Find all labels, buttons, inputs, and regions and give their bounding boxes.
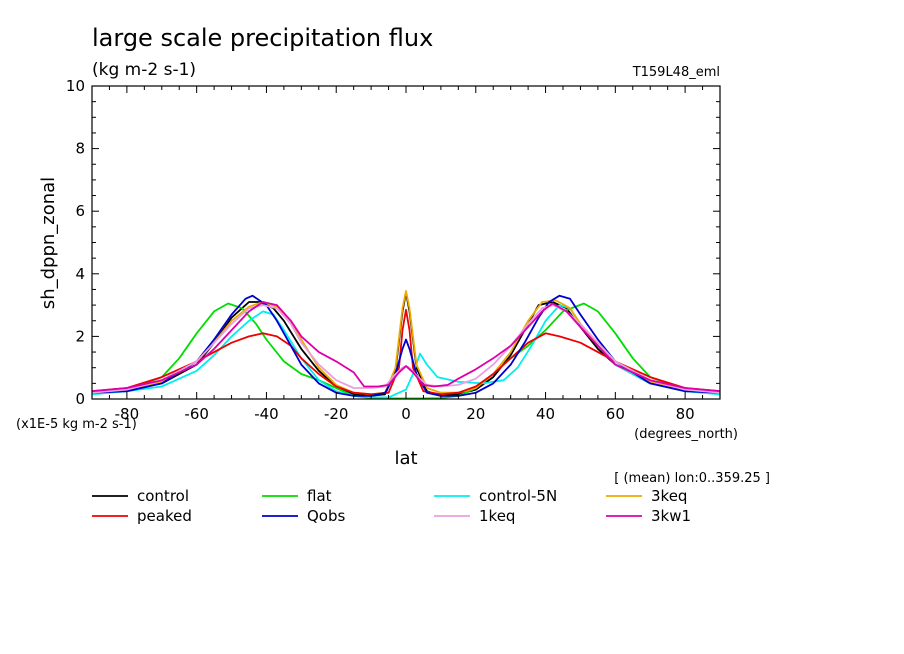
y-tick-label: 2 [75,327,85,345]
legend-label-3keq: 3keq [651,487,687,505]
legend-label-control-5N: control-5N [479,487,557,505]
legend-label-control: control [137,487,189,505]
x-tick-label: 20 [466,405,485,423]
chart-subtitle: (kg m-2 s-1) [92,60,196,80]
legend-label-flat: flat [307,487,332,505]
run-label: T159L48_eml [632,65,720,80]
mean-note: [ (mean) lon:0..359.25 ] [614,471,770,486]
series-group [92,290,720,399]
x-units-label: (degrees_north) [634,427,738,442]
series-line-control-5N [92,304,720,399]
y-axis-label: sh_dppn_zonal [38,177,59,309]
legend-label-Qobs: Qobs [307,507,346,525]
x-tick-label: -20 [324,405,349,423]
plot-frame [91,85,721,400]
y-tick-label: 10 [66,77,85,95]
y-tick-label: 0 [75,390,85,408]
series-line-3keq [92,290,720,396]
series-line-peaked [92,308,720,396]
series-line-3kw1 [92,301,720,393]
x-tick-label: -80 [115,405,140,423]
legend: control flat control-5N 3keq peaked Qobs 1keq 3… [92,487,691,525]
y-scale-note: (x1E-5 kg m-2 s-1) [16,417,137,432]
series-line-control [92,291,720,397]
x-tick-label: 60 [606,405,625,423]
plot-area: -80 -60 -40 -20 0 20 40 60 80 0 2 4 6 8 10 [66,77,721,423]
y-tick-label: 8 [75,140,85,158]
legend-label-1keq: 1keq [479,507,515,525]
legend-label-peaked: peaked [137,507,192,525]
x-tick-label: 80 [676,405,695,423]
x-axis-label: lat [394,448,417,469]
x-tick-label: -60 [184,405,209,423]
series-line-Qobs [92,294,720,397]
legend-label-3kw1: 3kw1 [651,507,691,525]
x-tick-label: 40 [536,405,555,423]
x-tick-label: 0 [401,405,411,423]
x-tick-label: -40 [254,405,279,423]
y-tick-label: 4 [75,265,85,283]
series-line-flat [92,302,720,399]
chart-title: large scale precipitation flux [92,24,433,52]
y-tick-label: 6 [75,202,85,220]
